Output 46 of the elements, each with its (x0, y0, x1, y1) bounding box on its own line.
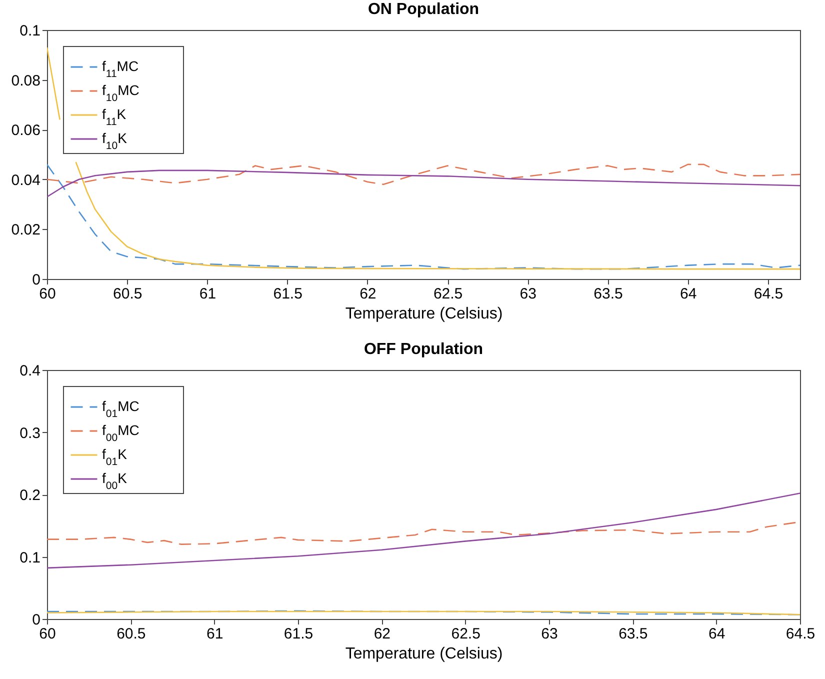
x-tick-label: 62.5 (433, 286, 463, 302)
x-tick-label: 61.5 (284, 626, 314, 642)
line-series (47, 492, 800, 569)
legend-label: f$_{10}$MC (102, 82, 140, 104)
x-tick-label: 62 (360, 286, 376, 302)
x-tick-label: 64.5 (754, 286, 784, 302)
x-tick-label: 63 (520, 286, 536, 302)
chart-title: ON Population (368, 1, 480, 18)
y-tick-label: 0.4 (20, 362, 40, 380)
legend-label: f$_{11}$K (102, 106, 127, 128)
x-tick-label: 64 (680, 286, 697, 302)
x-tick-label: 60.5 (116, 626, 146, 642)
y-tick-label: 0.04 (11, 172, 40, 189)
x-tick-label: 64.5 (786, 626, 816, 642)
x-tick-label: 60 (39, 626, 56, 642)
y-tick-label: 0.2 (20, 487, 40, 504)
legend-label: f$_{00}$MC (102, 422, 140, 444)
y-tick-label: 0.08 (11, 72, 40, 90)
x-tick-label: 64 (708, 626, 726, 642)
x-tick-label: 60 (39, 286, 56, 302)
y-tick-label: 0 (32, 272, 40, 288)
x-tick-label: 61 (206, 626, 224, 642)
y-tick-label: 0.1 (20, 549, 40, 566)
line-series (47, 164, 800, 186)
chart-title: OFF Population (364, 341, 484, 358)
x-tick-label: 62 (374, 626, 391, 642)
y-tick-label: 0.1 (20, 22, 40, 40)
legend-label: f$_{01}$K (102, 446, 128, 468)
line-series (47, 170, 800, 198)
y-tick-label: 0.02 (11, 222, 40, 239)
x-axis-title: Temperature (Celsius) (345, 306, 503, 322)
x-axis-title: Temperature (Celsius) (345, 646, 503, 662)
x-tick-label: 63.5 (618, 626, 648, 642)
x-tick-label: 63 (541, 626, 558, 642)
y-tick-label: 0.3 (20, 424, 40, 442)
y-tick-label: 0 (32, 612, 40, 628)
x-tick-label: 63.5 (594, 286, 623, 302)
legend-label: f$_{10}$K (102, 130, 128, 152)
x-tick-label: 60.5 (113, 286, 142, 302)
legend-label: f$_{00}$K (102, 470, 128, 492)
x-tick-label: 61 (199, 286, 216, 302)
legend-label: f$_{11}$MC (102, 58, 139, 80)
legend-label: f$_{01}$MC (102, 398, 140, 420)
x-tick-label: 61.5 (273, 286, 302, 302)
x-tick-label: 62.5 (451, 626, 480, 642)
y-tick-label: 0.06 (11, 122, 40, 140)
